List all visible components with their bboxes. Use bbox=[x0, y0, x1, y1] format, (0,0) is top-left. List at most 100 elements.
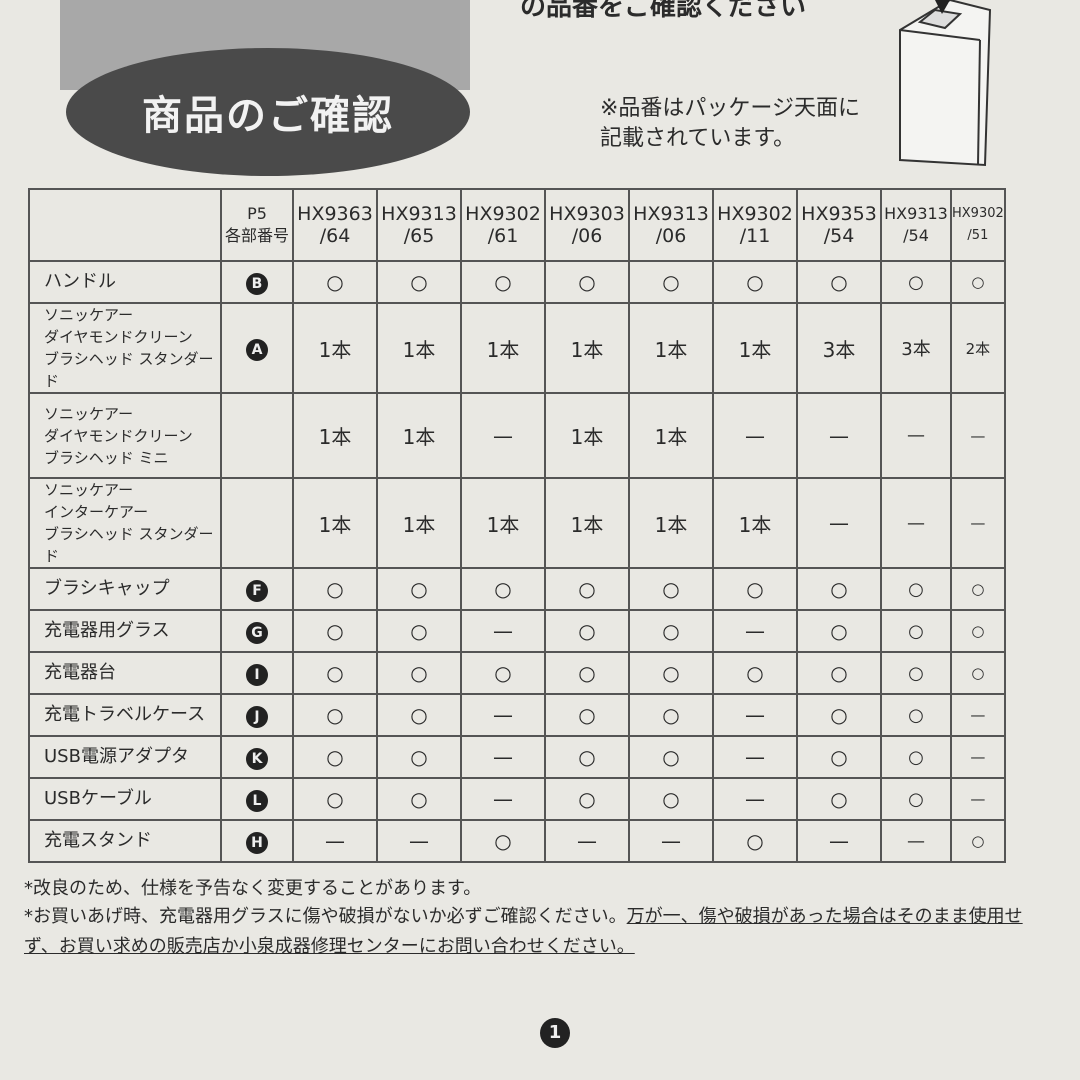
model-line: HX9353 bbox=[801, 203, 877, 225]
value-cell: ○ bbox=[712, 260, 798, 304]
value-cell: ○ bbox=[544, 735, 630, 779]
table-row: ソニッケアー ダイヤモンドクリーン ブラシヘッド スタンダード A 1本 1本 1本 1本 1本… bbox=[28, 302, 1006, 394]
table-row: ソニッケアー インターケアー ブラシヘッド スタンダード 1本 1本 1本 1本 1本 1本 — —… bbox=[28, 477, 1006, 569]
value-cell: ○ bbox=[376, 735, 462, 779]
value-cell: ○ bbox=[292, 693, 378, 737]
item-name: 充電トラベルケース bbox=[28, 693, 222, 737]
item-name: 充電スタンド bbox=[28, 819, 222, 863]
value-cell: 1本 bbox=[460, 302, 546, 394]
part-header-line: 各部番号 bbox=[224, 226, 289, 245]
part-cell bbox=[220, 392, 294, 479]
model-line: HX9363 bbox=[297, 203, 373, 225]
value-cell: ○ bbox=[880, 777, 952, 821]
part-cell: H bbox=[220, 819, 294, 863]
model-line: /06 bbox=[655, 225, 687, 247]
part-letter: A bbox=[246, 339, 268, 361]
value-cell: — bbox=[796, 477, 882, 569]
model-line: HX9313 bbox=[381, 203, 457, 225]
item-name-line: ダイヤモンドクリーン bbox=[44, 328, 193, 346]
top-text: の品番をご確認ください bbox=[520, 0, 807, 22]
value-cell: ○ bbox=[544, 567, 630, 611]
value-cell: ○ bbox=[712, 567, 798, 611]
part-cell: B bbox=[220, 260, 294, 304]
table-row: 充電器用グラス G ○ ○ — ○ ○ — ○ ○ ○ bbox=[28, 609, 1006, 653]
section-badge: 商品のご確認 bbox=[66, 48, 470, 176]
value-cell: ○ bbox=[950, 609, 1006, 653]
value-cell: — bbox=[950, 777, 1006, 821]
value-cell: ○ bbox=[880, 609, 952, 653]
value-cell: 1本 bbox=[628, 392, 714, 479]
model-header: HX9313/54 bbox=[880, 188, 952, 262]
value-cell: ○ bbox=[796, 609, 882, 653]
item-name: ソニッケアー ダイヤモンドクリーン ブラシヘッド スタンダード bbox=[28, 302, 222, 394]
value-cell: ○ bbox=[544, 651, 630, 695]
value-cell: ○ bbox=[628, 567, 714, 611]
value-cell: — bbox=[628, 819, 714, 863]
value-cell: ○ bbox=[950, 651, 1006, 695]
model-line: /61 bbox=[487, 225, 519, 247]
part-letter: J bbox=[246, 706, 268, 728]
value-cell: 3本 bbox=[880, 302, 952, 394]
model-line: /11 bbox=[739, 225, 771, 247]
item-name: ブラシキャップ bbox=[28, 567, 222, 611]
item-name-line: ブラシキャップ bbox=[44, 578, 170, 599]
table-row: ソニッケアー ダイヤモンドクリーン ブラシヘッド ミニ 1本 1本 —1本 1本 — — — — bbox=[28, 392, 1006, 479]
model-line: /51 bbox=[967, 228, 989, 243]
item-name-line: 充電スタンド bbox=[44, 830, 152, 851]
value-cell: — bbox=[460, 735, 546, 779]
value-cell: ○ bbox=[376, 609, 462, 653]
value-cell: ○ bbox=[628, 651, 714, 695]
model-line: HX9303 bbox=[549, 203, 625, 225]
value-cell: 1本 bbox=[376, 302, 462, 394]
value-cell: ○ bbox=[292, 651, 378, 695]
model-line: HX9302 bbox=[717, 203, 793, 225]
value-cell: — bbox=[292, 819, 378, 863]
value-cell: ○ bbox=[796, 260, 882, 304]
part-cell: A bbox=[220, 302, 294, 394]
model-line: /64 bbox=[319, 225, 351, 247]
value-cell: ○ bbox=[460, 819, 546, 863]
item-name-line: インターケアー bbox=[44, 503, 149, 521]
value-cell: — bbox=[880, 819, 952, 863]
value-cell: — bbox=[460, 777, 546, 821]
value-cell: ○ bbox=[292, 260, 378, 304]
item-name-line: USB電源アダプタ bbox=[44, 746, 189, 767]
value-cell: 1本 bbox=[544, 302, 630, 394]
table-row: ブラシキャップ F ○ ○ ○ ○ ○ ○ ○ ○ ○ bbox=[28, 567, 1006, 611]
value-cell: ○ bbox=[880, 693, 952, 737]
note-line: 記載されています。 bbox=[600, 126, 796, 151]
part-cell: K bbox=[220, 735, 294, 779]
value-cell: ○ bbox=[376, 567, 462, 611]
value-cell: — bbox=[712, 693, 798, 737]
part-letter: B bbox=[246, 273, 268, 295]
part-letter: F bbox=[246, 580, 268, 602]
item-name-line: ブラシヘッド ミニ bbox=[44, 448, 169, 467]
value-cell: ○ bbox=[460, 651, 546, 695]
value-cell: 1本 bbox=[292, 477, 378, 569]
item-name-line: ソニッケアー bbox=[44, 481, 134, 499]
value-cell: — bbox=[460, 693, 546, 737]
item-name: USBケーブル bbox=[28, 777, 222, 821]
part-letter: L bbox=[246, 790, 268, 812]
value-cell: 1本 bbox=[544, 392, 630, 479]
value-cell: 1本 bbox=[544, 477, 630, 569]
part-cell: L bbox=[220, 777, 294, 821]
value-cell: ○ bbox=[544, 260, 630, 304]
value-cell: ○ bbox=[950, 260, 1006, 304]
item-name-line: ダイヤモンドクリーン bbox=[44, 426, 193, 445]
value-cell: ○ bbox=[880, 735, 952, 779]
value-cell: 1本 bbox=[376, 392, 462, 479]
model-header: HX9353/54 bbox=[796, 188, 882, 262]
value-cell: ○ bbox=[628, 735, 714, 779]
value-cell: ○ bbox=[460, 260, 546, 304]
value-cell: 1本 bbox=[712, 302, 798, 394]
value-cell: 1本 bbox=[712, 477, 798, 569]
footnote-underlined: 万が一、傷や破損があった場合はそのまま使用せず、お買い求めの販売店か小泉成器修理… bbox=[24, 906, 1023, 957]
value-cell: ○ bbox=[292, 777, 378, 821]
table-row: USB電源アダプタ K ○ ○ — ○ ○ — ○ ○ — bbox=[28, 735, 1006, 779]
table-row: 充電トラベルケース J ○ ○ — ○ ○ — ○ ○ — bbox=[28, 693, 1006, 737]
model-header: HX9302/11 bbox=[712, 188, 798, 262]
part-letter: I bbox=[246, 664, 268, 686]
value-cell: ○ bbox=[950, 819, 1006, 863]
item-name: ソニッケアー インターケアー ブラシヘッド スタンダード bbox=[28, 477, 222, 569]
